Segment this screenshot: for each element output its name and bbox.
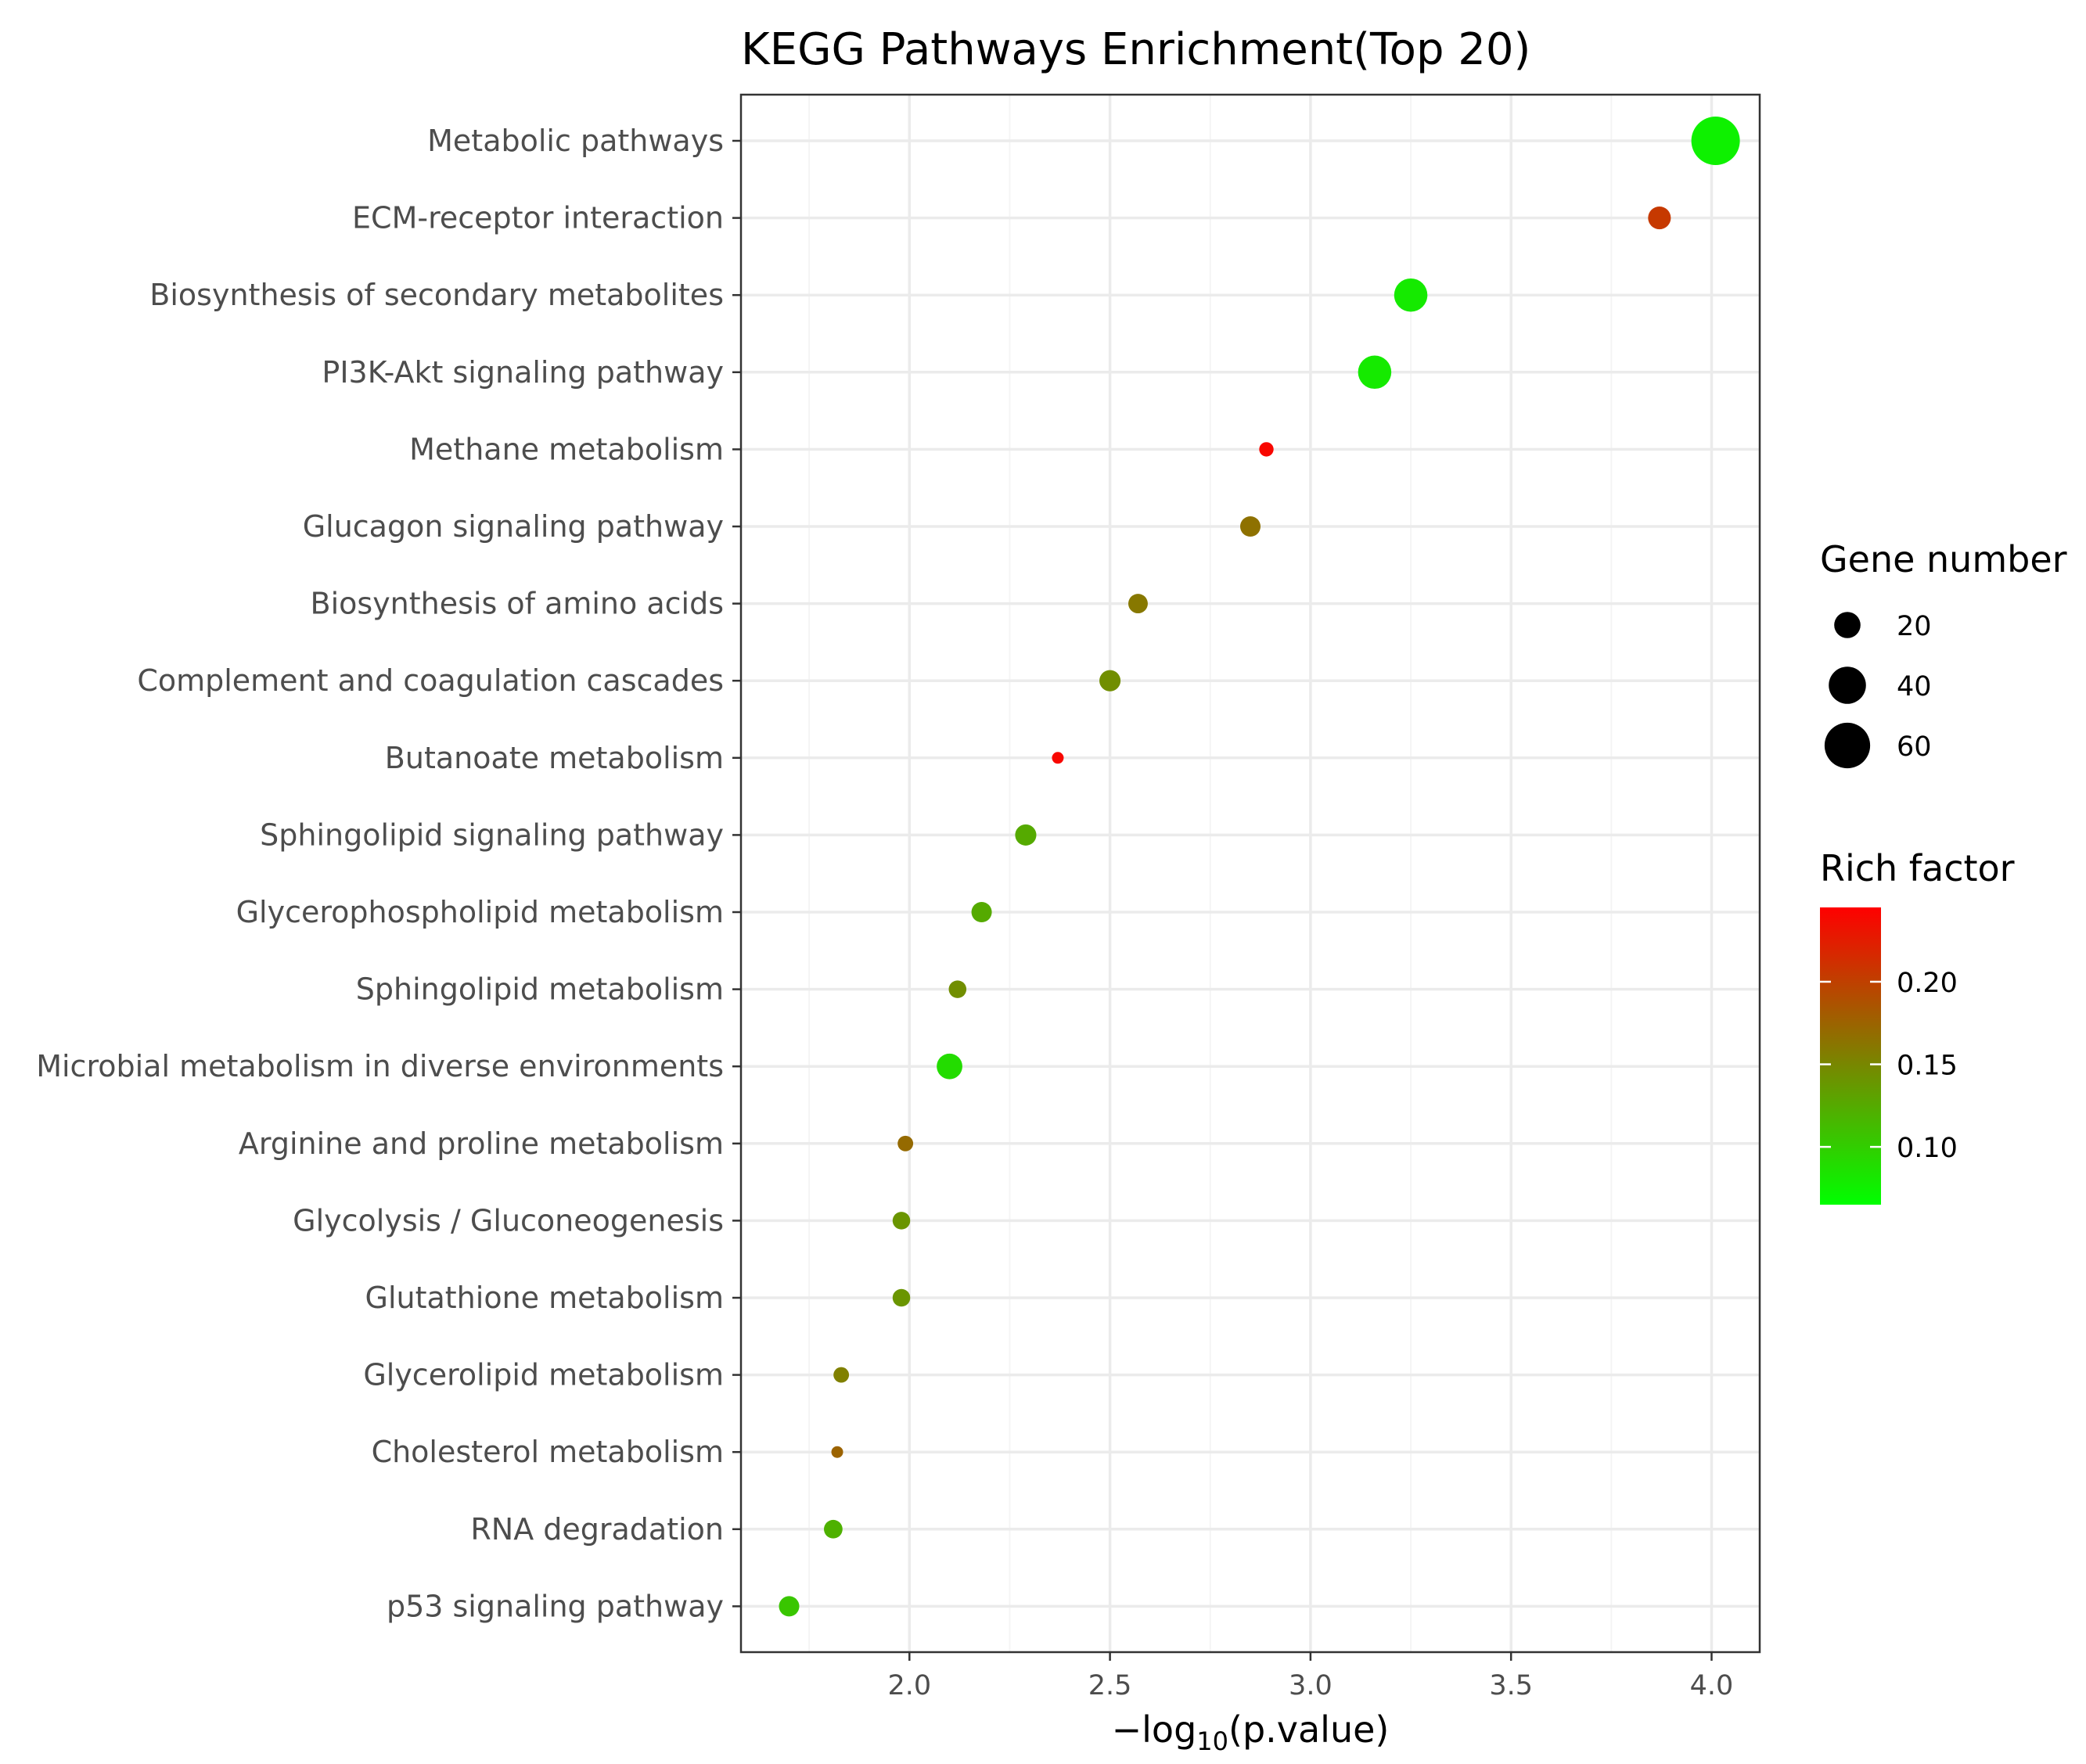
category-label: Glucagon signaling pathway bbox=[303, 509, 724, 544]
data-point bbox=[892, 1288, 911, 1307]
x-tick-label: 2.5 bbox=[1088, 1670, 1132, 1701]
color-legend-title: Rich factor bbox=[1820, 847, 2015, 889]
x-axis-title-prefix: −log bbox=[1112, 1708, 1197, 1751]
category-label: PI3K-Akt signaling pathway bbox=[322, 355, 724, 390]
x-tick-labels: 2.0 2.5 3.0 3.5 4.0 bbox=[887, 1670, 1733, 1701]
size-legend-key bbox=[1829, 666, 1866, 704]
size-legend-key bbox=[1824, 722, 1871, 769]
x-axis-title: −log10(p.value) bbox=[1112, 1708, 1390, 1756]
size-legend-key bbox=[1834, 612, 1861, 638]
category-label: Biosynthesis of amino acids bbox=[311, 587, 724, 621]
x-axis-title-suffix: (p.value) bbox=[1228, 1708, 1389, 1751]
category-label: Arginine and proline metabolism bbox=[239, 1126, 724, 1161]
data-point bbox=[779, 1596, 800, 1617]
category-label: Cholesterol metabolism bbox=[372, 1435, 724, 1469]
x-axis-title-subscript: 10 bbox=[1196, 1726, 1228, 1756]
rich-factor-colorbar bbox=[1820, 907, 1881, 1205]
category-label: Sphingolipid metabolism bbox=[356, 972, 724, 1007]
data-point bbox=[1259, 442, 1274, 457]
size-legend-label: 40 bbox=[1897, 671, 1932, 702]
category-label: ECM-receptor interaction bbox=[352, 201, 724, 235]
size-legend-label: 60 bbox=[1897, 731, 1932, 763]
grid-layer bbox=[741, 95, 1760, 1652]
data-point bbox=[1239, 516, 1261, 537]
category-label: Methane metabolism bbox=[409, 432, 724, 466]
ticks-layer bbox=[732, 139, 1713, 1661]
data-point bbox=[1648, 207, 1671, 230]
data-point bbox=[824, 1519, 843, 1539]
size-legend-label: 20 bbox=[1897, 611, 1932, 642]
data-point bbox=[937, 1053, 962, 1080]
x-tick-label: 2.0 bbox=[887, 1670, 931, 1701]
category-labels: Metabolic pathways ECM-receptor interacti… bbox=[36, 124, 724, 1623]
category-label: Glycerolipid metabolism bbox=[363, 1358, 724, 1392]
category-label: Glutathione metabolism bbox=[365, 1281, 725, 1315]
category-label: Biosynthesis of secondary metabolites bbox=[149, 278, 724, 312]
data-point bbox=[1128, 594, 1148, 614]
category-label: p53 signaling pathway bbox=[387, 1589, 724, 1623]
category-label: Sphingolipid signaling pathway bbox=[260, 817, 724, 852]
panel-border bbox=[739, 93, 1761, 1654]
colorbar-label: 0.15 bbox=[1897, 1051, 1958, 1082]
category-label: Complement and coagulation cascades bbox=[137, 663, 724, 698]
x-tick-label: 3.0 bbox=[1289, 1670, 1333, 1701]
category-label: Metabolic pathways bbox=[427, 124, 724, 158]
data-point bbox=[833, 1367, 850, 1383]
data-point bbox=[948, 980, 967, 998]
category-label: RNA degradation bbox=[470, 1512, 724, 1547]
data-point bbox=[1052, 752, 1064, 764]
color-legend: Rich factor 0.20 0.15 0.10 bbox=[1820, 847, 2015, 1205]
colorbar-label: 0.20 bbox=[1897, 968, 1958, 999]
data-point bbox=[1691, 117, 1740, 165]
data-point bbox=[897, 1135, 914, 1151]
data-point bbox=[1015, 824, 1037, 846]
data-point bbox=[971, 901, 992, 923]
size-legend-title: Gene number bbox=[1820, 538, 2067, 580]
x-tick-label: 3.5 bbox=[1489, 1670, 1533, 1701]
chart-title: KEGG Pathways Enrichment(Top 20) bbox=[741, 24, 1530, 75]
colorbar-label: 0.10 bbox=[1897, 1133, 1958, 1164]
data-point bbox=[1099, 670, 1121, 692]
data-point bbox=[1394, 278, 1428, 312]
category-label: Glycerophospholipid metabolism bbox=[236, 895, 724, 929]
category-label: Microbial metabolism in diverse environm… bbox=[36, 1049, 724, 1083]
data-point bbox=[831, 1446, 843, 1458]
points-layer bbox=[779, 117, 1740, 1617]
data-point bbox=[892, 1212, 911, 1230]
category-label: Butanoate metabolism bbox=[385, 741, 724, 775]
size-legend: Gene number 20 40 60 bbox=[1820, 538, 2067, 769]
data-point bbox=[1358, 355, 1392, 390]
category-label: Glycolysis / Gluconeogenesis bbox=[293, 1203, 724, 1238]
x-tick-label: 4.0 bbox=[1690, 1670, 1734, 1701]
